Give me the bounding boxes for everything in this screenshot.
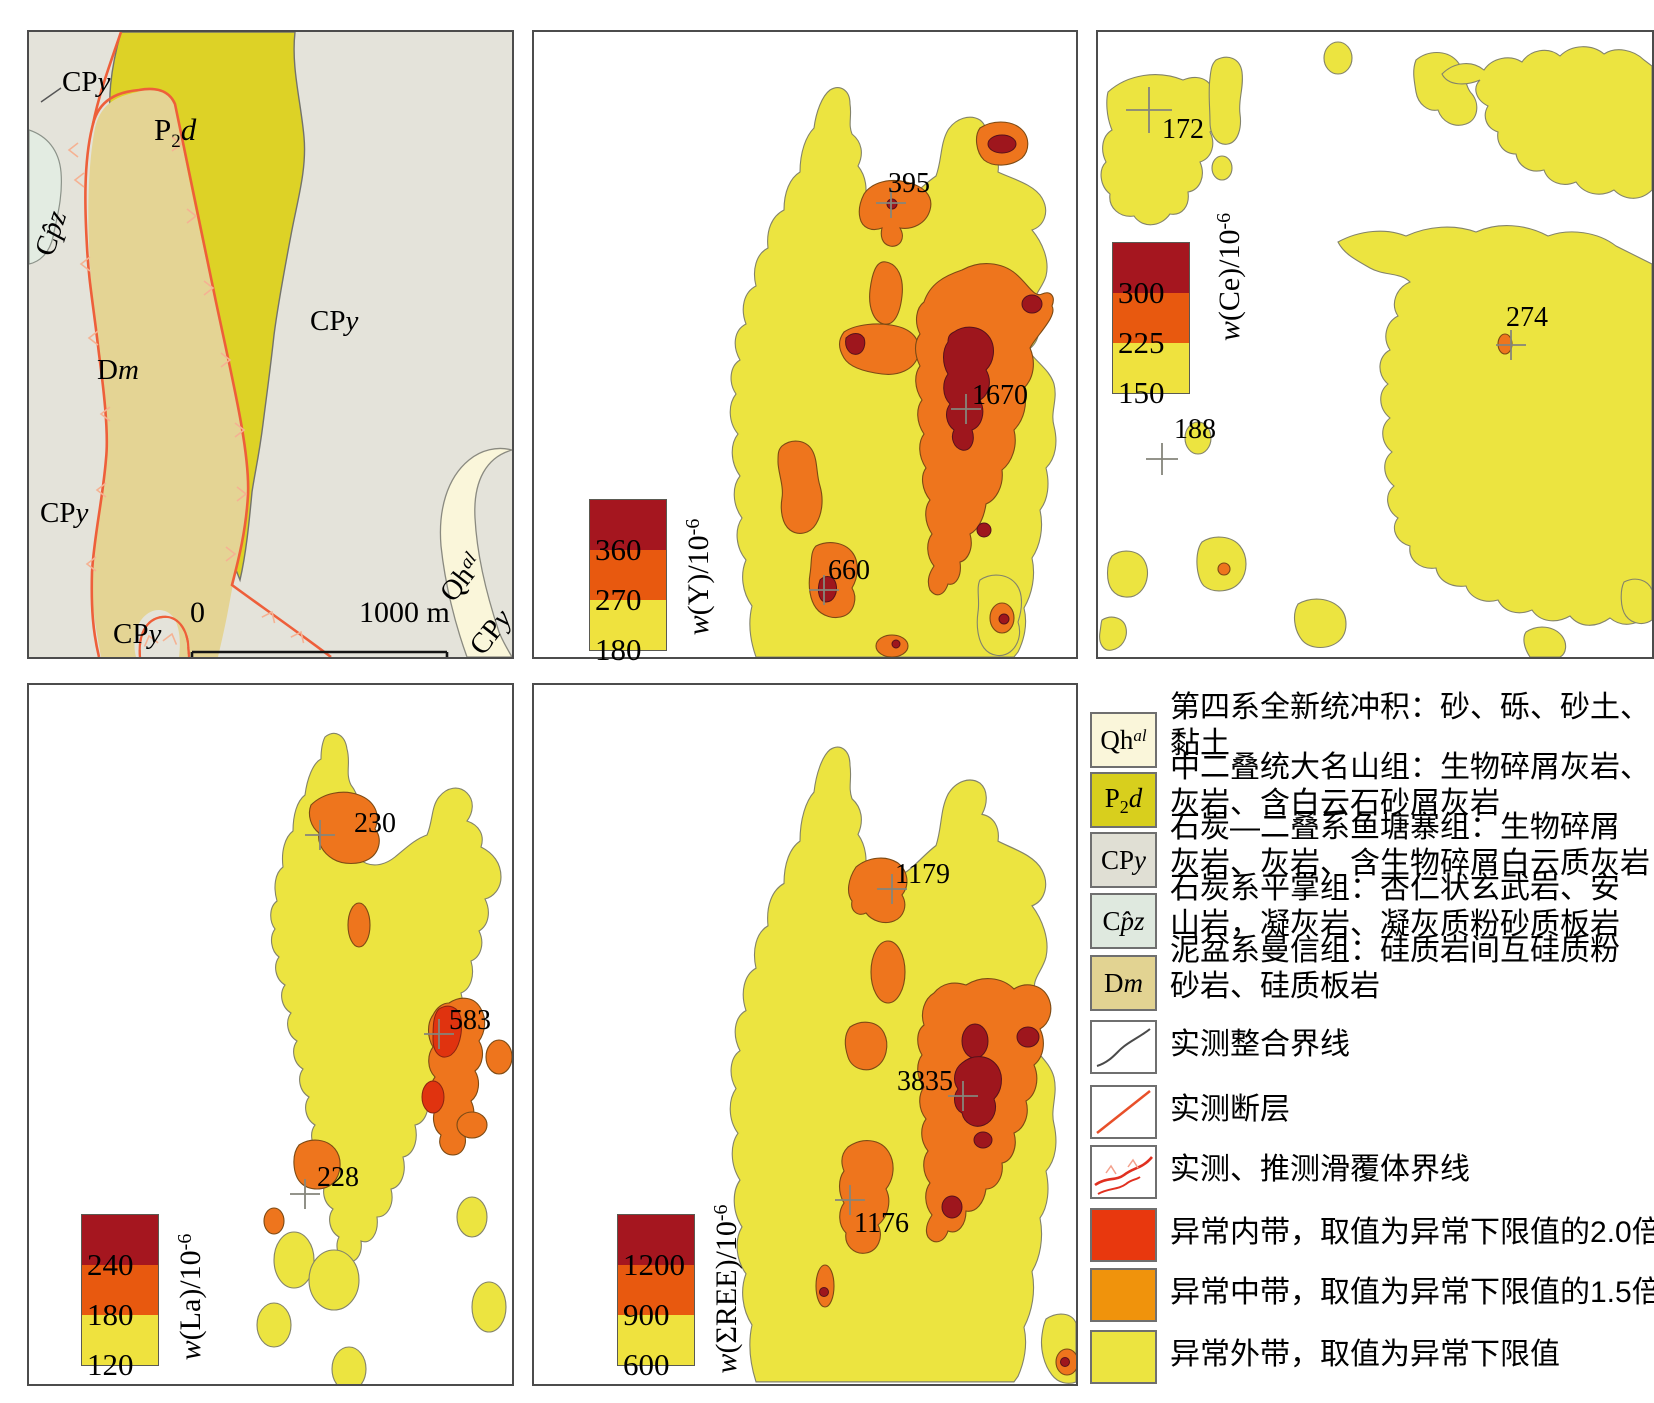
anomaly-point-label: 228 (317, 1162, 359, 1193)
legend-swatch-middle-zone (1090, 1268, 1157, 1322)
anomaly-point-label: 583 (449, 1005, 491, 1036)
anomaly-point-label: 230 (354, 808, 396, 839)
la-colorbar-tick: 120 (87, 1347, 134, 1382)
ce-colorbar-tick: 225 (1118, 325, 1165, 360)
y-anomaly-shapes (729, 87, 1057, 657)
anomaly-point-label: 3835 (897, 1066, 953, 1097)
anomaly-point-label: 172 (1162, 114, 1204, 145)
legend-text-middle-zone: 异常中带，取值为异常下限值的1.5倍 (1170, 1276, 1654, 1309)
panel-ce-anomaly-map: 172 274 188 300 225 150 w(Ce)/10-6 (1096, 30, 1654, 659)
sample-cross-markers (809, 188, 981, 605)
legend-text-outer-zone: 异常外带，取值为异常下限值 (1170, 1338, 1560, 1371)
anomaly-point-label: 274 (1506, 302, 1548, 333)
panel-la-anomaly-map: 230 583 228 240 180 120 w(La)/10-6 (27, 683, 514, 1386)
anomaly-point-label: 395 (888, 168, 930, 199)
panel-geologic-map: CPy P2d Cp̂z Dm CPy CPy CPy Qhal CPy 0 1… (27, 30, 518, 661)
ce-colorbar-tick: 150 (1118, 375, 1165, 410)
legend-swatch-dm: Dm (1090, 955, 1157, 1011)
legend-swatch-cpz: Cp̂z (1090, 893, 1157, 949)
ce-colorbar-tick: 300 (1118, 275, 1165, 310)
legend-text-cpy: 石炭—二叠系鱼塘寨组：生物碎屑 灰岩、灰岩、含生物碎屑白云质灰岩 (1170, 811, 1650, 880)
anomaly-point-label: 188 (1174, 414, 1216, 445)
fault-lines (84, 32, 332, 657)
legend-swatch-cpy: CPy (1090, 832, 1157, 888)
ree-colorbar-tick: 600 (623, 1347, 670, 1382)
ce-anomaly-shapes (1099, 41, 1652, 657)
legend-symbol-slide-boundary (1090, 1145, 1157, 1199)
legend-text-conformable: 实测整合界线 (1170, 1028, 1350, 1061)
sample-cross-markers (290, 820, 454, 1209)
legend-text-p2d: 中二叠统大名山组：生物碎屑灰岩、 灰岩、含白云石砂屑灰岩 (1170, 751, 1650, 820)
geo-label-cpy-left: CPy (40, 497, 89, 529)
geo-label-cpy-right: CPy (310, 305, 359, 337)
scale-bar (190, 650, 449, 657)
ce-colorbar-axis-label: w(Ce)/10-6 (1213, 212, 1246, 342)
panel-y-anomaly-map: 395 1670 660 360 270 180 w(Y)/10-6 (532, 30, 1078, 667)
sample-cross-markers (835, 874, 978, 1215)
geo-label-dm: Dm (97, 354, 139, 386)
legend-swatch-p2d: P2d (1090, 772, 1157, 828)
ce-colorbar (1112, 242, 1190, 394)
legend-text-fault: 实测断层 (1170, 1093, 1290, 1126)
fault-teeth (67, 136, 305, 647)
ree-colorbar (617, 1214, 695, 1366)
panel-ree-anomaly-map: 1179 3835 1176 1200 900 600 w(ΣREE)/10-6 (532, 683, 1078, 1386)
anomaly-point-label: 1179 (895, 859, 950, 890)
la-colorbar-axis-label: w(La)/10-6 (174, 1233, 207, 1361)
anomaly-point-label: 660 (828, 555, 870, 586)
geo-label-cpy-window: CPy (113, 618, 162, 650)
ree-colorbar-tick: 900 (623, 1297, 670, 1332)
legend-text-slide: 实测、推测滑覆体界线 (1170, 1153, 1470, 1186)
ree-colorbar-tick: 1200 (623, 1247, 685, 1282)
unit-dm-area (88, 88, 249, 657)
y-colorbar-tick: 180 (595, 632, 642, 667)
ree-anomaly-shapes (729, 746, 1076, 1384)
legend-swatch-qhal: Qhal (1090, 712, 1157, 768)
legend-text-cpz: 石炭系平掌组：杏仁状玄武岩、安 山岩，凝灰岩、凝灰质粉砂质板岩 (1170, 872, 1620, 941)
legend-symbol-conformable-boundary (1090, 1020, 1157, 1074)
la-anomaly-shapes (256, 732, 512, 1384)
legend-text-inner-zone: 异常内带，取值为异常下限值的2.0倍 (1170, 1216, 1654, 1249)
anomaly-point-label: 1176 (854, 1208, 909, 1239)
la-colorbar-tick: 180 (87, 1297, 134, 1332)
sample-cross-markers (1126, 87, 1526, 475)
ree-colorbar-axis-label: w(ΣREE)/10-6 (710, 1204, 743, 1374)
anomaly-point-label: 1670 (972, 380, 1028, 411)
la-colorbar (81, 1214, 159, 1366)
scale-distance-label: 1000 m (359, 596, 450, 629)
y-colorbar-axis-label: w(Y)/10-6 (682, 518, 715, 636)
legend-text-qhal: 第四系全新统冲积：砂、砾、砂土、 黏土 (1170, 691, 1650, 760)
geo-label-p2d: P2d (154, 112, 197, 152)
unit-cpz-area (29, 129, 62, 265)
legend-text-dm: 泥盆系曼信组：硅质岩间互硅质粉 砂岩、硅质板岩 (1170, 934, 1620, 1003)
y-colorbar-tick: 360 (595, 532, 642, 567)
geo-label-cpy-top: CPy (62, 66, 111, 98)
unit-qhal-area (439, 447, 512, 657)
la-colorbar-tick: 240 (87, 1247, 134, 1282)
legend-swatch-outer-zone (1090, 1330, 1157, 1384)
y-colorbar-tick: 270 (595, 582, 642, 617)
label-leader-line (40, 87, 62, 103)
legend-symbol-fault (1090, 1085, 1157, 1139)
scale-zero-label: 0 (190, 596, 205, 629)
y-colorbar (589, 499, 667, 651)
geologic-map-shapes (29, 32, 512, 657)
legend-swatch-inner-zone (1090, 1208, 1157, 1262)
